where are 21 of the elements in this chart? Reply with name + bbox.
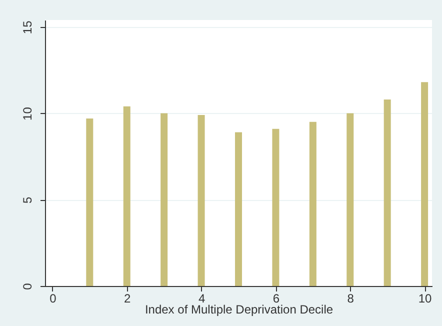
x-tick-label: 0 <box>50 292 57 306</box>
y-tick-label: 15 <box>20 20 34 34</box>
x-tick-label: 4 <box>198 292 206 306</box>
y-tick-label: 0 <box>20 282 34 290</box>
y-tick-label: 5 <box>20 196 34 204</box>
bar <box>123 106 130 286</box>
x-axis-title: Index of Multiple Deprivation Decile <box>144 302 334 316</box>
bar <box>421 82 428 286</box>
x-tick-label: 8 <box>347 292 354 306</box>
bar <box>235 132 242 286</box>
bar <box>309 122 316 286</box>
bar <box>346 113 354 286</box>
bar <box>272 128 280 286</box>
bar <box>384 99 391 286</box>
y-tick-label: 10 <box>20 106 34 120</box>
bar <box>198 115 205 286</box>
x-tick-label: 6 <box>272 292 280 306</box>
x-tick-label: 10 <box>418 292 432 306</box>
bar <box>86 118 94 286</box>
x-tick-label: 2 <box>124 292 132 306</box>
bar <box>160 113 168 286</box>
